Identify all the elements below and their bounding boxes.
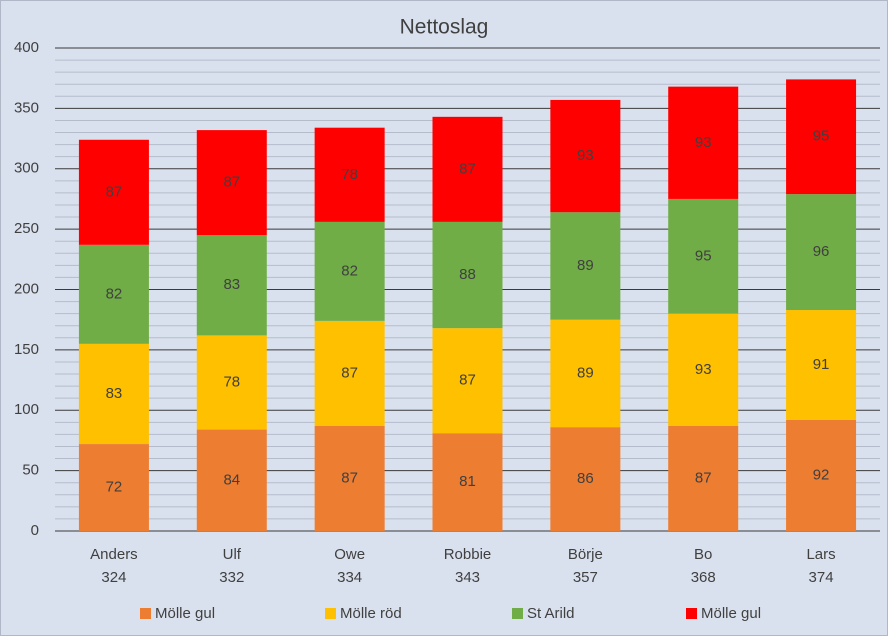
data-label: 89: [577, 364, 594, 381]
chart-title: Nettoslag: [400, 16, 489, 39]
legend-swatch: [686, 608, 697, 619]
bar-segment: [196, 429, 267, 531]
bar-segment: [314, 127, 385, 222]
data-label: 78: [223, 373, 240, 390]
bar-segment: [550, 319, 621, 428]
bar-segment: [786, 419, 857, 531]
x-tick-label: Owe: [334, 546, 365, 563]
bar-segment: [550, 427, 621, 531]
y-tick-label: 300: [14, 160, 39, 177]
data-label: 83: [223, 276, 240, 293]
data-label: 78: [341, 166, 358, 183]
data-label: 87: [341, 364, 358, 381]
category-total: 334: [337, 569, 362, 586]
x-tick-label: Robbie: [444, 546, 492, 563]
legend-label: Mölle gul: [155, 605, 215, 622]
bar-segment: [432, 116, 503, 222]
y-tick-label: 100: [14, 401, 39, 418]
data-label: 93: [695, 361, 712, 378]
y-tick-label: 350: [14, 99, 39, 116]
bar-segment: [314, 425, 385, 531]
data-label: 89: [577, 257, 594, 274]
data-label: 81: [459, 473, 476, 490]
category-total: 374: [809, 569, 834, 586]
bar-segment: [196, 335, 267, 430]
y-tick-label: 250: [14, 220, 39, 237]
data-label: 95: [695, 247, 712, 264]
bar-segment: [78, 343, 149, 445]
data-label: 87: [341, 469, 358, 486]
bar-segment: [78, 244, 149, 344]
data-label: 83: [106, 385, 123, 402]
data-label: 72: [106, 478, 123, 495]
data-label: 93: [695, 134, 712, 151]
bar-segment: [786, 310, 857, 420]
bar-segment: [668, 86, 739, 199]
data-label: 96: [813, 243, 830, 260]
legend-swatch: [512, 608, 523, 619]
category-total: 357: [573, 569, 598, 586]
bar-segment: [314, 221, 385, 321]
y-tick-label: 400: [14, 39, 39, 56]
bar-segment: [314, 320, 385, 426]
data-label: 93: [577, 147, 594, 164]
bar-segment: [432, 433, 503, 531]
x-tick-label: Bo: [694, 546, 712, 563]
x-tick-label: Anders: [90, 546, 138, 563]
data-label: 82: [106, 285, 123, 302]
bar-segment: [432, 328, 503, 434]
bar-segment: [668, 425, 739, 531]
category-total: 368: [691, 569, 716, 586]
bar-segment: [432, 221, 503, 329]
bar-segment: [668, 198, 739, 314]
legend-swatch: [325, 608, 336, 619]
y-tick-label: 50: [22, 462, 39, 479]
category-total: 343: [455, 569, 480, 586]
bar-segment: [196, 235, 267, 336]
x-tick-label: Lars: [806, 546, 835, 563]
data-label: 86: [577, 470, 594, 487]
legend-label: Mölle gul: [701, 605, 761, 622]
data-label: 92: [813, 466, 830, 483]
data-label: 87: [223, 174, 240, 191]
legend-label: Mölle röd: [340, 605, 402, 622]
data-label: 87: [459, 160, 476, 177]
category-total: 324: [101, 569, 126, 586]
bar-segment: [196, 130, 267, 236]
category-total: 332: [219, 569, 244, 586]
data-label: 91: [813, 356, 830, 373]
y-tick-label: 150: [14, 341, 39, 358]
data-label: 87: [106, 183, 123, 200]
x-tick-label: Börje: [568, 546, 603, 563]
bar-segment: [78, 139, 149, 245]
bar-segment: [550, 212, 621, 320]
data-label: 84: [223, 471, 240, 488]
legend-swatch: [140, 608, 151, 619]
y-tick-label: 0: [31, 522, 39, 539]
data-label: 95: [813, 128, 830, 145]
bar-segment: [786, 79, 857, 195]
y-tick-label: 200: [14, 280, 39, 297]
bar-segment: [668, 313, 739, 426]
bar-segment: [78, 444, 149, 531]
legend-label: St Arild: [527, 605, 575, 622]
bar-segment: [550, 99, 621, 213]
data-label: 82: [341, 262, 358, 279]
data-label: 87: [695, 469, 712, 486]
bar-segment: [786, 194, 857, 311]
x-tick-label: Ulf: [223, 546, 242, 563]
data-label: 87: [459, 372, 476, 389]
data-label: 88: [459, 266, 476, 283]
